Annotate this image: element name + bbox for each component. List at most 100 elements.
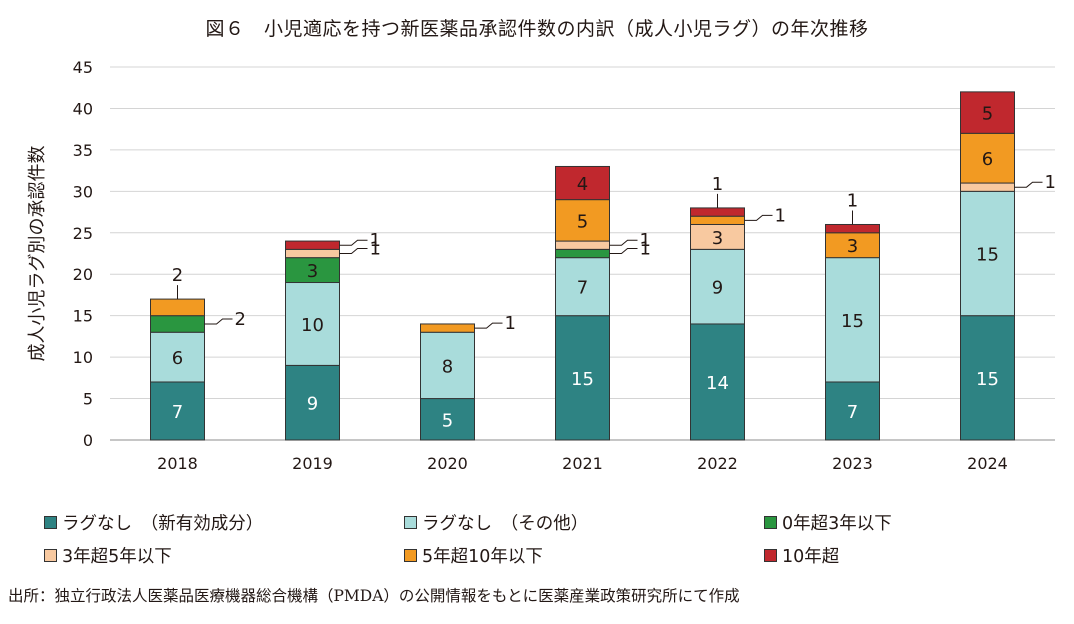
callout-line bbox=[609, 239, 638, 246]
data-label: 1 bbox=[640, 230, 651, 251]
data-label: 3 bbox=[307, 261, 318, 282]
bar-segment bbox=[285, 282, 340, 366]
x-tick-label: 2021 bbox=[562, 454, 603, 473]
y-tick-label: 45 bbox=[73, 58, 93, 77]
legend-swatch bbox=[404, 549, 417, 562]
legend-item: ラグなし （新有効成分） bbox=[44, 510, 263, 535]
bar-segment bbox=[690, 207, 745, 217]
bar-segment bbox=[150, 381, 205, 441]
bar-segment bbox=[420, 331, 475, 400]
data-label: 15 bbox=[976, 245, 999, 266]
data-label: 1 bbox=[847, 190, 858, 211]
bar-segment bbox=[150, 298, 205, 317]
y-tick-label: 10 bbox=[73, 348, 93, 367]
data-label: 9 bbox=[712, 278, 723, 299]
bar-segment bbox=[285, 364, 340, 441]
x-tick-label: 2024 bbox=[967, 454, 1008, 473]
y-tick-label: 5 bbox=[83, 390, 93, 409]
data-label: 1 bbox=[370, 230, 381, 251]
bar-segment bbox=[420, 323, 475, 333]
x-tick-label: 2018 bbox=[157, 454, 198, 473]
data-label: 1 bbox=[640, 239, 651, 260]
legend-label: 5年超10年以下 bbox=[422, 547, 543, 567]
data-label: 7 bbox=[172, 402, 183, 423]
y-tick-label: 15 bbox=[73, 307, 93, 326]
x-tick-label: 2019 bbox=[292, 454, 333, 473]
legend-swatch bbox=[44, 549, 57, 562]
callout-line bbox=[474, 322, 503, 329]
y-tick-label: 30 bbox=[73, 182, 93, 201]
source-note: 出所：独立行政法人医薬品医療機器総合機構（PMDA）の公開情報をもとに医薬産業政… bbox=[8, 587, 740, 605]
legend-swatch bbox=[764, 516, 777, 529]
bar-segment bbox=[285, 240, 340, 250]
y-tick-label: 20 bbox=[73, 265, 93, 284]
data-label: 3 bbox=[847, 236, 858, 257]
y-tick-label: 0 bbox=[83, 431, 93, 450]
callout-line bbox=[609, 248, 638, 254]
legend-label: ラグなし （新有効成分） bbox=[62, 514, 264, 534]
data-label: 15 bbox=[841, 311, 864, 332]
data-label: 1 bbox=[775, 205, 786, 226]
legend-swatch bbox=[764, 549, 777, 562]
stacked-bar-chart: 051015202530354045成人小児ラグ別の承認件数7622201891… bbox=[27, 58, 1056, 473]
data-label: 1 bbox=[370, 239, 381, 260]
y-tick-label: 25 bbox=[73, 224, 93, 243]
legend-label: 3年超5年以下 bbox=[62, 547, 172, 567]
callout-line bbox=[744, 214, 773, 221]
legend-label: ラグなし （その他） bbox=[422, 514, 589, 534]
data-label: 15 bbox=[571, 369, 594, 390]
data-label: 6 bbox=[982, 149, 993, 170]
data-label: 2 bbox=[235, 309, 246, 330]
bar-segment bbox=[960, 182, 1015, 192]
bar-segment bbox=[690, 248, 745, 325]
y-tick-label: 40 bbox=[73, 99, 93, 118]
x-tick-label: 2020 bbox=[427, 454, 468, 473]
data-label: 7 bbox=[847, 402, 858, 423]
callout-line bbox=[339, 239, 368, 246]
bar-segment bbox=[960, 190, 1015, 317]
data-label: 14 bbox=[706, 373, 729, 394]
bar-segment bbox=[555, 165, 610, 201]
bar-segment bbox=[555, 240, 610, 250]
data-label: 10 bbox=[301, 315, 324, 336]
bar-segment bbox=[825, 257, 880, 383]
callout-line bbox=[1014, 181, 1043, 188]
data-label: 1 bbox=[712, 174, 723, 195]
legend-item: ラグなし （その他） bbox=[404, 510, 588, 535]
bar-segment bbox=[690, 323, 745, 441]
bar-segment bbox=[285, 257, 340, 284]
legend-item: 5年超10年以下 bbox=[404, 543, 543, 568]
bar-segment bbox=[825, 223, 880, 234]
data-label: 5 bbox=[442, 410, 453, 431]
callout-line bbox=[339, 248, 368, 254]
data-label: 6 bbox=[172, 348, 183, 369]
legend-swatch bbox=[404, 516, 417, 529]
data-label: 2 bbox=[172, 265, 183, 286]
callout-line bbox=[204, 318, 233, 325]
bar-segment bbox=[150, 331, 205, 383]
y-tick-label: 35 bbox=[73, 141, 93, 160]
data-label: 5 bbox=[577, 211, 588, 232]
legend-item: 10年超 bbox=[764, 543, 839, 568]
data-label: 15 bbox=[976, 369, 999, 390]
data-label: 8 bbox=[442, 356, 453, 377]
bar-segment bbox=[150, 315, 205, 333]
x-tick-label: 2022 bbox=[697, 454, 738, 473]
x-tick-label: 2023 bbox=[832, 454, 873, 473]
data-label: 5 bbox=[982, 104, 993, 125]
data-label: 4 bbox=[577, 174, 588, 195]
data-label: 1 bbox=[1045, 172, 1056, 193]
chart-title: 図６ 小児適応を持つ新医薬品承認件数の内訳（成人小児ラグ）の年次推移 bbox=[205, 18, 869, 40]
bar-segment bbox=[690, 215, 745, 225]
bar-segment bbox=[555, 257, 610, 317]
data-label: 7 bbox=[577, 278, 588, 299]
legend-item: 3年超5年以下 bbox=[44, 543, 172, 568]
bar-segment bbox=[825, 381, 880, 441]
bar-segment bbox=[960, 91, 1015, 134]
legend-label: 0年超3年以下 bbox=[782, 514, 892, 534]
bar-segment bbox=[690, 223, 745, 250]
legend-swatch bbox=[44, 516, 57, 529]
y-axis-label: 成人小児ラグ別の承認件数 bbox=[27, 146, 48, 362]
data-label: 3 bbox=[712, 228, 723, 249]
legend-label: 10年超 bbox=[782, 547, 840, 567]
